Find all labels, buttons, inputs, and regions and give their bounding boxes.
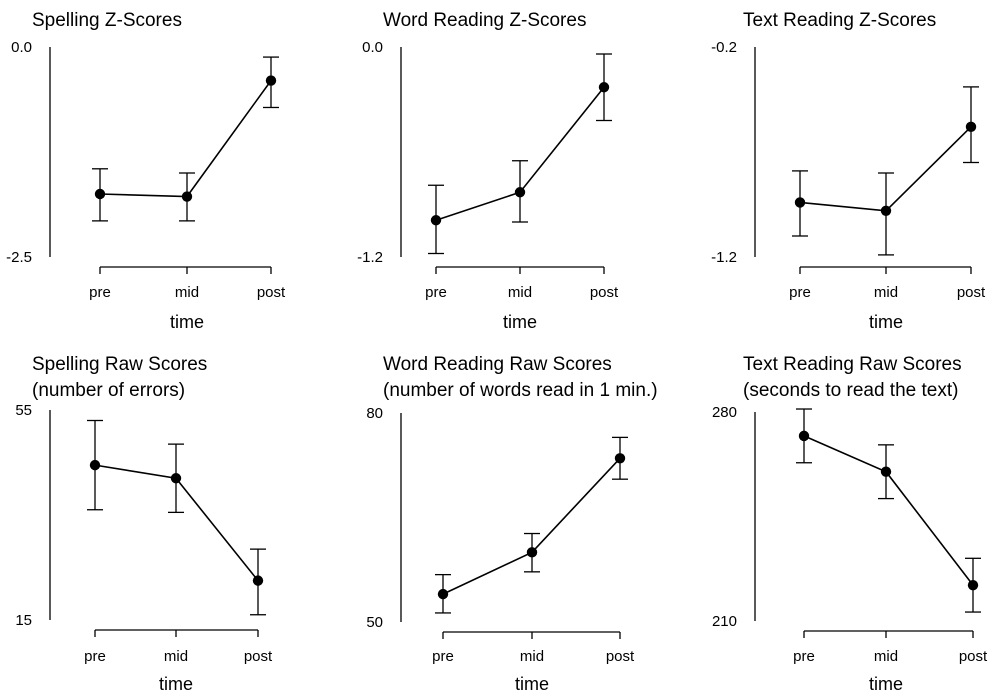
y-tick-label: 55	[15, 402, 32, 419]
x-tick-label: post	[606, 648, 635, 665]
data-point	[598, 82, 610, 93]
series-line	[99, 80, 272, 198]
data-point	[170, 473, 182, 484]
x-axis-label: time	[170, 312, 204, 332]
x-tick-label: post	[957, 284, 986, 301]
y-tick-label: 280	[712, 404, 737, 421]
chart-title: Word Reading Z-Scores	[383, 10, 586, 31]
chart-subtitle: (seconds to read the text)	[743, 380, 958, 401]
data-point	[514, 187, 526, 198]
x-tick-label: pre	[425, 284, 447, 301]
y-tick-label: -2.5	[6, 249, 32, 266]
series-line	[803, 435, 974, 586]
x-tick-label: post	[590, 284, 619, 301]
y-tick-label: 0.0	[362, 39, 383, 56]
x-tick-label: pre	[89, 284, 111, 301]
y-tick-label: 210	[712, 613, 737, 630]
y-tick-label: 50	[366, 614, 383, 631]
x-tick-label: mid	[175, 284, 199, 301]
data-point	[94, 188, 106, 200]
chart-title: Spelling Raw Scores	[32, 354, 207, 375]
y-tick-label: -1.2	[357, 249, 383, 266]
data-point	[265, 75, 277, 86]
data-point	[614, 453, 626, 464]
x-tick-label: mid	[164, 648, 188, 665]
y-tick-label: -1.2	[711, 249, 737, 266]
x-tick-label: mid	[508, 284, 532, 301]
x-tick-label: pre	[793, 648, 815, 665]
x-tick-label: post	[244, 648, 273, 665]
series-line	[442, 457, 621, 595]
x-axis-label: time	[159, 674, 193, 694]
y-tick-label: 15	[15, 612, 32, 629]
chart-subtitle: (number of errors)	[32, 380, 185, 401]
x-tick-label: post	[959, 648, 988, 665]
x-axis-label: time	[503, 312, 537, 332]
y-tick-label: 80	[366, 405, 383, 422]
chart-title: Text Reading Z-Scores	[743, 10, 936, 31]
data-point	[880, 205, 892, 216]
y-tick-label: 0.0	[11, 39, 32, 56]
data-point	[880, 466, 892, 477]
data-point	[181, 191, 193, 202]
chart-title: Spelling Z-Scores	[32, 10, 182, 31]
x-tick-label: mid	[520, 648, 544, 665]
x-tick-label: pre	[432, 648, 454, 665]
data-point	[437, 588, 449, 600]
chart-title: Word Reading Raw Scores	[383, 354, 612, 375]
data-point	[252, 575, 264, 586]
y-tick-label: -0.2	[711, 39, 737, 56]
x-axis-label: time	[869, 674, 903, 694]
chart-title: Text Reading Raw Scores	[743, 354, 962, 375]
data-point	[89, 459, 101, 471]
data-point	[965, 121, 977, 132]
x-tick-label: mid	[874, 284, 898, 301]
x-axis-label: time	[869, 312, 903, 332]
x-tick-label: pre	[789, 284, 811, 301]
data-point	[430, 215, 442, 226]
x-tick-label: mid	[874, 648, 898, 665]
x-axis-label: time	[515, 674, 549, 694]
data-point	[967, 579, 979, 591]
data-point	[794, 197, 806, 208]
data-point	[798, 430, 810, 442]
x-tick-label: post	[257, 284, 286, 301]
data-point	[526, 547, 538, 558]
chart-subtitle: (number of words read in 1 min.)	[383, 380, 658, 401]
x-tick-label: pre	[84, 648, 106, 665]
